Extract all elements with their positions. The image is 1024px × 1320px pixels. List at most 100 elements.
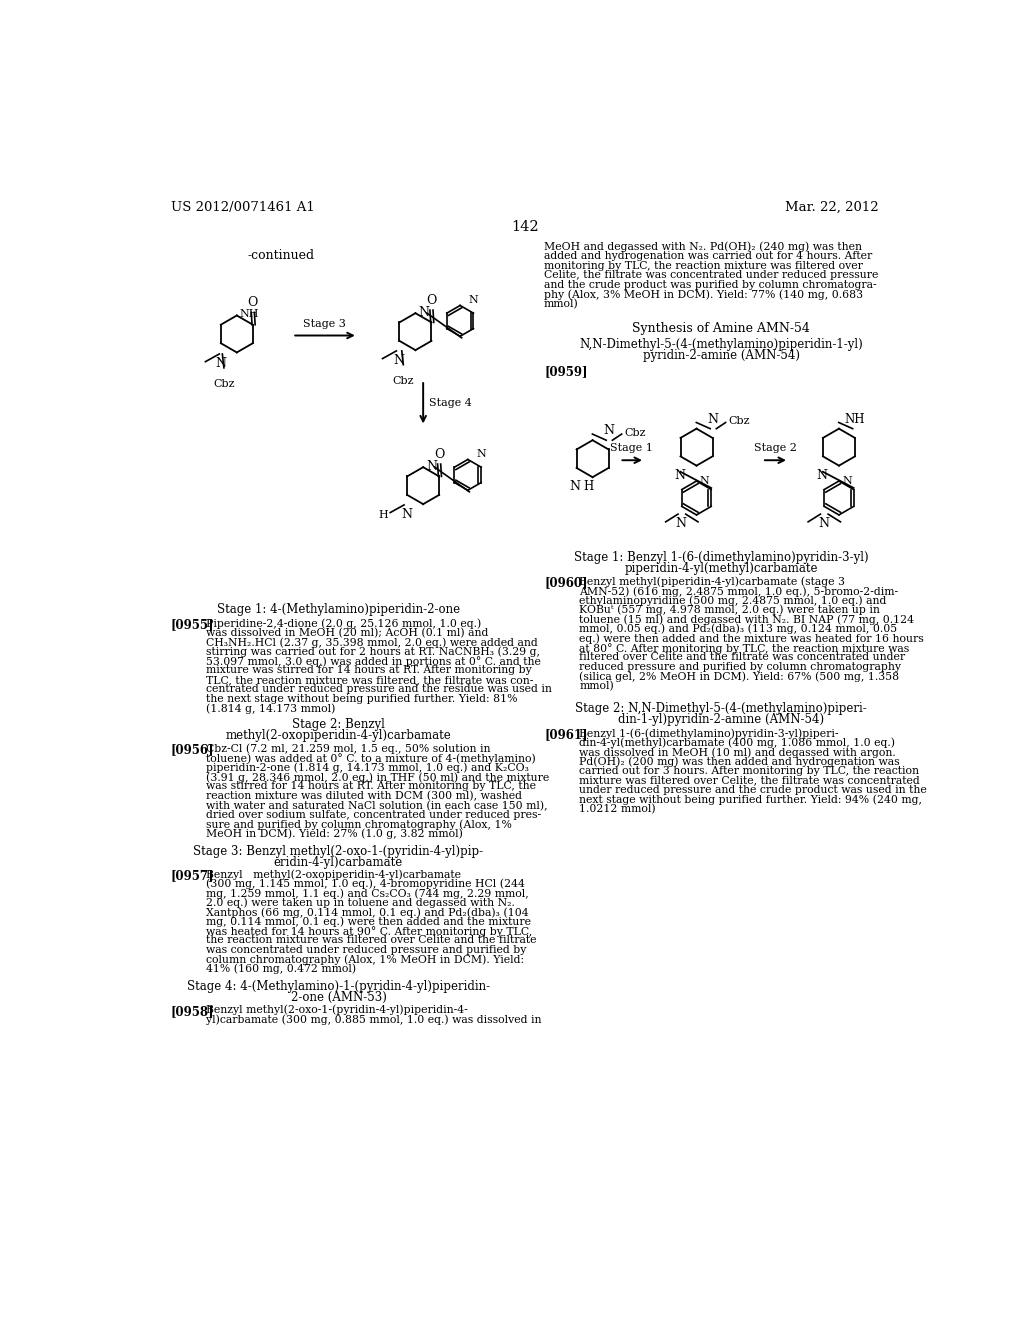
Text: dried over sodium sulfate, concentrated under reduced pres-: dried over sodium sulfate, concentrated …: [206, 810, 541, 820]
Text: Celite, the filtrate was concentrated under reduced pressure: Celite, the filtrate was concentrated un…: [544, 271, 879, 280]
Text: column chromatography (Alox, 1% MeOH in DCM). Yield:: column chromatography (Alox, 1% MeOH in …: [206, 954, 524, 965]
Text: mmol): mmol): [580, 681, 614, 690]
Text: pyridin-2-amine (AMN-54): pyridin-2-amine (AMN-54): [643, 350, 800, 363]
Text: Stage 3: Benzyl methyl(2-oxo-1-(pyridin-4-yl)pip-: Stage 3: Benzyl methyl(2-oxo-1-(pyridin-…: [194, 845, 483, 858]
Text: Stage 1: 4-(Methylamino)piperidin-2-one: Stage 1: 4-(Methylamino)piperidin-2-one: [217, 603, 460, 616]
Text: phy (Alox, 3% MeOH in DCM). Yield: 77% (140 mg, 0.683: phy (Alox, 3% MeOH in DCM). Yield: 77% (…: [544, 289, 863, 300]
Text: O: O: [426, 294, 436, 308]
Text: 2.0 eq.) were taken up in toluene and degassed with N₂.: 2.0 eq.) were taken up in toluene and de…: [206, 898, 515, 908]
Text: methyl(2-oxopiperidin-4-yl)carbamate: methyl(2-oxopiperidin-4-yl)carbamate: [225, 729, 452, 742]
Text: din-1-yl)pyridin-2-amine (AMN-54): din-1-yl)pyridin-2-amine (AMN-54): [618, 713, 824, 726]
Text: NH: NH: [240, 309, 259, 319]
Text: stirring was carried out for 2 hours at RT. NaCNBH₃ (3.29 g,: stirring was carried out for 2 hours at …: [206, 647, 540, 657]
Text: Benzyl   methyl(2-oxopiperidin-4-yl)carbamate: Benzyl methyl(2-oxopiperidin-4-yl)carbam…: [206, 869, 461, 879]
Text: [0960]: [0960]: [544, 577, 588, 590]
Text: TLC, the reaction mixture was filtered, the filtrate was con-: TLC, the reaction mixture was filtered, …: [206, 675, 534, 685]
Text: eridin-4-yl)carbamate: eridin-4-yl)carbamate: [273, 857, 403, 869]
Text: ethylaminopyridine (500 mg, 2.4875 mmol, 1.0 eq.) and: ethylaminopyridine (500 mg, 2.4875 mmol,…: [580, 595, 887, 606]
Text: Stage 2: Stage 2: [754, 444, 797, 453]
Text: mixture was stirred for 14 hours at RT. After monitoring by: mixture was stirred for 14 hours at RT. …: [206, 665, 531, 676]
Text: din-4-yl(methyl)carbamate (400 mg, 1.086 mmol, 1.0 eq.): din-4-yl(methyl)carbamate (400 mg, 1.086…: [580, 738, 895, 748]
Text: Stage 1: Benzyl 1-(6-(dimethylamino)pyridin-3-yl): Stage 1: Benzyl 1-(6-(dimethylamino)pyri…: [573, 552, 868, 564]
Text: was dissolved in MeOH (20 ml); AcOH (0.1 ml) and: was dissolved in MeOH (20 ml); AcOH (0.1…: [206, 627, 488, 638]
Text: Stage 1: Stage 1: [610, 444, 653, 453]
Text: mg, 1.259 mmol, 1.1 eq.) and Cs₂CO₃ (744 mg, 2.29 mmol,: mg, 1.259 mmol, 1.1 eq.) and Cs₂CO₃ (744…: [206, 888, 528, 899]
Text: Stage 4: 4-(Methylamino)-1-(pyridin-4-yl)piperidin-: Stage 4: 4-(Methylamino)-1-(pyridin-4-yl…: [187, 979, 490, 993]
Text: 53.097 mmol, 3.0 eq.) was added in portions at 0° C. and the: 53.097 mmol, 3.0 eq.) was added in porti…: [206, 656, 541, 667]
Text: MeOH in DCM). Yield: 27% (1.0 g, 3.82 mmol): MeOH in DCM). Yield: 27% (1.0 g, 3.82 mm…: [206, 829, 463, 840]
Text: toluene) was added at 0° C. to a mixture of 4-(methylamino): toluene) was added at 0° C. to a mixture…: [206, 754, 536, 764]
Text: reduced pressure and purified by column chromatography: reduced pressure and purified by column …: [580, 661, 901, 672]
Text: (1.814 g, 14.173 mmol): (1.814 g, 14.173 mmol): [206, 704, 336, 714]
Text: N: N: [817, 469, 827, 482]
Text: piperidin-2-one (1.814 g, 14.173 mmol, 1.0 eq.) and K₂CO₃: piperidin-2-one (1.814 g, 14.173 mmol, 1…: [206, 763, 528, 774]
Text: 1.0212 mmol): 1.0212 mmol): [580, 804, 656, 814]
Text: H: H: [584, 480, 594, 494]
Text: mmol): mmol): [544, 300, 579, 310]
Text: N: N: [426, 459, 437, 473]
Text: Cbz: Cbz: [213, 379, 234, 388]
Text: was stirred for 14 hours at RT. After monitoring by TLC, the: was stirred for 14 hours at RT. After mo…: [206, 781, 536, 792]
Text: (300 mg, 1.145 mmol, 1.0 eq.), 4-bromopyridine HCl (244: (300 mg, 1.145 mmol, 1.0 eq.), 4-bromopy…: [206, 879, 525, 890]
Text: Mar. 22, 2012: Mar. 22, 2012: [785, 201, 879, 214]
Text: AMN-52) (616 mg, 2.4875 mmol, 1.0 eq.), 5-bromo-2-dim-: AMN-52) (616 mg, 2.4875 mmol, 1.0 eq.), …: [580, 586, 899, 597]
Text: yl)carbamate (300 mg, 0.885 mmol, 1.0 eq.) was dissolved in: yl)carbamate (300 mg, 0.885 mmol, 1.0 eq…: [206, 1014, 542, 1024]
Text: (3.91 g, 28.346 mmol, 2.0 eq.) in THF (50 ml) and the mixture: (3.91 g, 28.346 mmol, 2.0 eq.) in THF (5…: [206, 772, 549, 783]
Text: N: N: [603, 424, 614, 437]
Text: Stage 3: Stage 3: [303, 318, 346, 329]
Text: Stage 2: N,N-Dimethyl-5-(4-(methylamino)piperi-: Stage 2: N,N-Dimethyl-5-(4-(methylamino)…: [575, 702, 867, 715]
Text: Cbz: Cbz: [392, 376, 414, 385]
Text: -continued: -continued: [247, 249, 314, 263]
Text: next stage without being purified further. Yield: 94% (240 mg,: next stage without being purified furthe…: [580, 795, 923, 805]
Text: N: N: [419, 306, 429, 319]
Text: at 80° C. After monitoring by TLC, the reaction mixture was: at 80° C. After monitoring by TLC, the r…: [580, 643, 909, 653]
Text: MeOH and degassed with N₂. Pd(OH)₂ (240 mg) was then: MeOH and degassed with N₂. Pd(OH)₂ (240 …: [544, 242, 862, 252]
Text: Benzyl methyl(piperidin-4-yl)carbamate (stage 3: Benzyl methyl(piperidin-4-yl)carbamate (…: [580, 577, 846, 587]
Text: N: N: [569, 480, 581, 494]
Text: KOBuᵗ (557 mg, 4.978 mmol, 2.0 eq.) were taken up in: KOBuᵗ (557 mg, 4.978 mmol, 2.0 eq.) were…: [580, 605, 881, 615]
Text: Cbz: Cbz: [625, 428, 646, 437]
Text: N: N: [476, 450, 486, 459]
Text: the next stage without being purified further. Yield: 81%: the next stage without being purified fu…: [206, 694, 517, 704]
Text: toluene (15 ml) and degassed with N₂. BI NAP (77 mg, 0.124: toluene (15 ml) and degassed with N₂. BI…: [580, 614, 914, 624]
Text: N: N: [842, 477, 852, 486]
Text: N: N: [707, 413, 718, 425]
Text: Benzyl methyl(2-oxo-1-(pyridin-4-yl)piperidin-4-: Benzyl methyl(2-oxo-1-(pyridin-4-yl)pipe…: [206, 1005, 468, 1015]
Text: mixture was filtered over Celite, the filtrate was concentrated: mixture was filtered over Celite, the fi…: [580, 776, 921, 785]
Text: Benzyl 1-(6-(dimethylamino)pyridin-3-yl)piperi-: Benzyl 1-(6-(dimethylamino)pyridin-3-yl)…: [580, 729, 839, 739]
Text: Piperidine-2,4-dione (2.0 g, 25.126 mmol, 1.0 eq.): Piperidine-2,4-dione (2.0 g, 25.126 mmol…: [206, 618, 481, 628]
Text: N,N-Dimethyl-5-(4-(methylamino)piperidin-1-yl): N,N-Dimethyl-5-(4-(methylamino)piperidin…: [580, 338, 863, 351]
Text: N: N: [674, 469, 685, 482]
Text: 2-one (AMN-53): 2-one (AMN-53): [291, 991, 386, 1003]
Text: monitoring by TLC, the reaction mixture was filtered over: monitoring by TLC, the reaction mixture …: [544, 261, 863, 271]
Text: N: N: [469, 296, 478, 305]
Text: Cbz: Cbz: [729, 416, 751, 426]
Text: [0957]: [0957]: [171, 869, 214, 882]
Text: H: H: [378, 510, 388, 520]
Text: O: O: [434, 447, 444, 461]
Text: 41% (160 mg, 0.472 mmol): 41% (160 mg, 0.472 mmol): [206, 964, 356, 974]
Text: [0958]: [0958]: [171, 1005, 214, 1018]
Text: carried out for 3 hours. After monitoring by TLC, the reaction: carried out for 3 hours. After monitorin…: [580, 766, 920, 776]
Text: and the crude product was purified by column chromatogra-: and the crude product was purified by co…: [544, 280, 877, 290]
Text: (silica gel, 2% MeOH in DCM). Yield: 67% (500 mg, 1.358: (silica gel, 2% MeOH in DCM). Yield: 67%…: [580, 671, 900, 682]
Text: mg, 0.114 mmol, 0.1 eq.) were then added and the mixture: mg, 0.114 mmol, 0.1 eq.) were then added…: [206, 916, 531, 927]
Text: [0955]: [0955]: [171, 618, 214, 631]
Text: reaction mixture was diluted with DCM (300 ml), washed: reaction mixture was diluted with DCM (3…: [206, 791, 522, 801]
Text: CH₃NH₂.HCl (2.37 g, 35.398 mmol, 2.0 eq.) were added and: CH₃NH₂.HCl (2.37 g, 35.398 mmol, 2.0 eq.…: [206, 638, 538, 648]
Text: Pd(OH)₂ (200 mg) was then added and hydrogenation was: Pd(OH)₂ (200 mg) was then added and hydr…: [580, 756, 900, 767]
Text: N: N: [699, 477, 710, 486]
Text: Stage 2: Benzyl: Stage 2: Benzyl: [292, 718, 385, 731]
Text: [0956]: [0956]: [171, 743, 214, 756]
Text: sure and purified by column chromatography (Alox, 1%: sure and purified by column chromatograp…: [206, 820, 512, 830]
Text: was concentrated under reduced pressure and purified by: was concentrated under reduced pressure …: [206, 945, 526, 954]
Text: eq.) were then added and the mixture was heated for 16 hours: eq.) were then added and the mixture was…: [580, 634, 925, 644]
Text: the reaction mixture was filtered over Celite and the filtrate: the reaction mixture was filtered over C…: [206, 936, 537, 945]
Text: Synthesis of Amine AMN-54: Synthesis of Amine AMN-54: [632, 322, 810, 335]
Text: US 2012/0071461 A1: US 2012/0071461 A1: [171, 201, 314, 214]
Text: N: N: [676, 517, 686, 531]
Text: N: N: [400, 508, 412, 521]
Text: NH: NH: [845, 413, 865, 425]
Text: was dissolved in MeOH (10 ml) and degassed with argon.: was dissolved in MeOH (10 ml) and degass…: [580, 747, 896, 758]
Text: [0961]: [0961]: [544, 729, 588, 742]
